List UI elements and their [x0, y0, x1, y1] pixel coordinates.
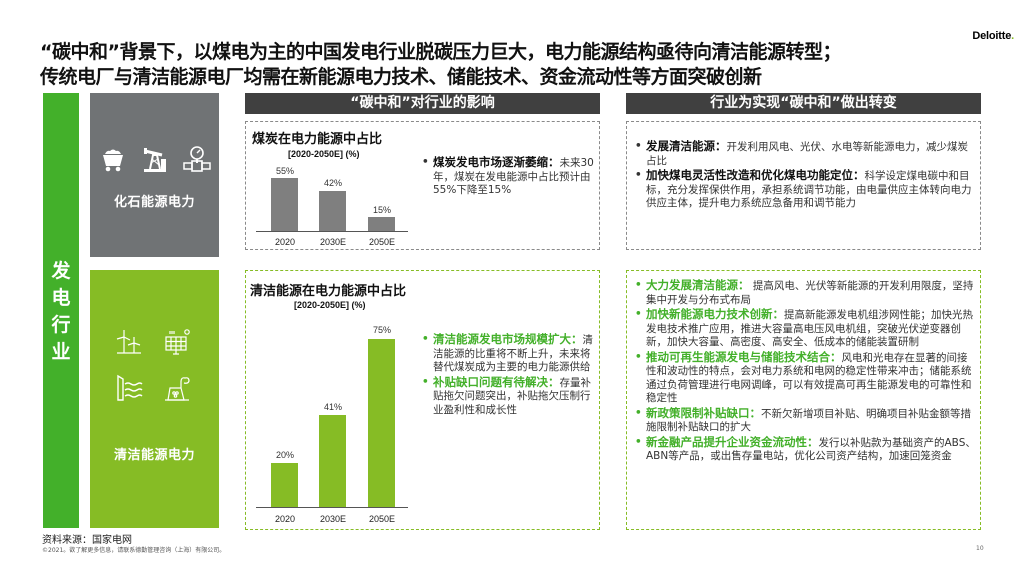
clean-bar-label: 75%: [372, 325, 391, 335]
bullet-head: 加快煤电灵活性改造和优化煤电功能定位：: [646, 168, 865, 182]
bullet-head: 清洁能源发电市场规模扩大：: [433, 332, 583, 346]
bullet-item: 新政策限制补贴缺口：不新欠新增项目补贴、明确项目补贴金额等措施限制补贴缺口的扩大: [635, 405, 977, 435]
logo-text: Deloitte: [972, 30, 1012, 42]
coal-chart-subtitle: [2020-2050E] (%): [288, 149, 360, 159]
coal-bar-2050E: [368, 217, 395, 231]
wind-turbine-icon: [116, 330, 141, 354]
bullet-body: 不新欠新增项目补贴、明确项目补贴金额等措施限制补贴缺口的扩大: [646, 407, 971, 434]
coal-x-axis: [256, 231, 408, 232]
coal-x-tick: 2030E: [319, 237, 347, 247]
clean-icons: [115, 328, 195, 402]
bullet-body: 提高风电、光伏等新能源的开发利用限度，坚持集中开发与分布式布局: [646, 280, 974, 306]
bullet-head: 发展清洁能源：: [646, 139, 727, 153]
page-number: 10: [976, 545, 984, 552]
clean-x-tick: 2030E: [319, 514, 347, 524]
bullet-item: 补贴缺口问题有待解决：存量补贴拖欠问题突出，补贴拖欠压制行业盈利性和成长性: [422, 374, 594, 418]
bullet-body: 清洁能源的比重将不断上升，未来将替代煤炭成为主要的电力能源供给: [433, 334, 593, 373]
fossil-icons: [99, 145, 211, 173]
clean-energy-block: 清洁能源电力: [90, 270, 219, 528]
clean-transform-bullets: 大力发展清洁能源： 提高风电、光伏等新能源的开发利用限度，坚持集中开发与分布式布…: [635, 278, 977, 465]
fossil-energy-block: 化石能源电力: [90, 93, 219, 257]
bullet-body: 风电和光电存在显著的间接性和波动性的特点，会对电力系统和电网的稳定性带来冲击；储…: [646, 351, 972, 405]
clean-transform-box: 大力发展清洁能源： 提高风电、光伏等新能源的开发利用限度，坚持集中开发与分布式布…: [626, 270, 981, 530]
bullet-body: 提高新能源发电机组涉网性能；加快光热发电技术推广应用，推进大容量高电压风电机组，…: [646, 309, 973, 348]
coal-bar-label: 15%: [372, 205, 391, 215]
bullet-item: 清洁能源发电市场规模扩大：清洁能源的比重将不断上升，未来将替代煤炭成为主要的电力…: [422, 332, 594, 375]
coal-chart-title: 煤炭在电力能源中占比: [252, 132, 383, 147]
bullet-item: 大力发展清洁能源： 提高风电、光伏等新能源的开发利用限度，坚持集中开发与分布式布…: [635, 278, 977, 307]
copyright-note: ©2021。欲了解更多信息，请联系德勤管理咨询（上海）有限公司。: [42, 547, 226, 554]
bullet-body: 未来30年，煤炭在发电能源中占比预计由55%下降至15%: [433, 157, 594, 196]
transform-header: 行业为实现“碳中和”做出转变: [626, 93, 981, 114]
clean-energy-label: 清洁能源电力: [113, 448, 195, 463]
sidebar-char: 业: [51, 341, 71, 363]
bullet-head: 新金融产品提升企业资金流动性：: [646, 434, 819, 449]
clean-x-tick: 2050E: [368, 514, 396, 524]
bullet-head: 煤炭发电市场逐渐萎缩：: [433, 155, 560, 169]
clean-x-tick: 2020: [274, 514, 296, 524]
sidebar-label: 发 电 行 业: [43, 258, 79, 366]
sidebar-char: 行: [51, 314, 71, 336]
bullet-body: 发行以补贴款为基础资产的ABS、ABN等产品，或出售存量电站，优化公司资产结构，…: [646, 436, 976, 463]
bullet-head: 大力发展清洁能源：: [646, 278, 750, 292]
fossil-energy-label: 化石能源电力: [113, 195, 195, 210]
coal-cart-icon: [102, 149, 123, 172]
coal-bar-label: 42%: [323, 178, 342, 188]
bullet-body: 科学设定煤电碳中和目标，充分发挥保供作用，承担系统调节功能，由电量供应主体转向电…: [646, 170, 972, 209]
coal-bar-2020: [271, 178, 298, 231]
bullet-body: 开发利用风电、光伏、水电等新能源电力，减少煤炭占比: [646, 141, 968, 167]
bullet-head: 加快新能源电力技术创新：: [646, 307, 784, 321]
clean-chart-title: 清洁能源在电力能源中占比: [250, 284, 407, 299]
bullet-item: 新金融产品提升企业资金流动性：发行以补贴款为基础资产的ABS、ABN等产品，或出…: [635, 434, 977, 464]
clean-bar-2030E: [319, 415, 346, 507]
solar-panel-icon: [164, 329, 190, 355]
title-line-1: “碳中和”背景下，以煤电为主的中国发电行业脱碳压力巨大，电力能源结构亟待向清洁能…: [40, 41, 841, 63]
coal-bar-label: 55%: [275, 166, 294, 176]
clean-impact-bullets: 清洁能源发电市场规模扩大：清洁能源的比重将不断上升，未来将替代煤炭成为主要的电力…: [422, 332, 594, 418]
clean-x-axis: [256, 507, 408, 508]
sidebar-char: 发: [51, 260, 71, 282]
sidebar-char: 电: [51, 287, 71, 309]
coal-bar-2030E: [319, 191, 346, 231]
clean-chart-subtitle: [2020-2050E] (%): [294, 300, 366, 310]
bullet-body: 存量补贴拖欠问题突出，补贴拖欠压制行业盈利性和成长性: [433, 376, 591, 416]
bullet-item: 加快煤电灵活性改造和优化煤电功能定位：科学设定煤电碳中和目标，充分发挥保供作用，…: [635, 168, 977, 211]
fossil-transform-bullets: 发展清洁能源：开发利用风电、光伏、水电等新能源电力，减少煤炭占比 加快煤电灵活性…: [635, 139, 977, 212]
nuclear-plant-icon: [164, 377, 190, 401]
clean-impact-box: 清洁能源在电力能源中占比 [2020-2050E] (%) 20% 41% 75…: [245, 270, 600, 530]
coal-x-tick: 2050E: [368, 237, 396, 247]
bullet-item: 煤炭发电市场逐渐萎缩：未来30年，煤炭在发电能源中占比预计由55%下降至15%: [422, 155, 594, 198]
hydro-dam-icon: [116, 374, 142, 401]
deloitte-logo: Deloitte.: [972, 30, 1014, 42]
bullet-item: 推动可再生能源发电与储能技术结合：风电和光电存在显著的间接性和波动性的特点，会对…: [635, 349, 977, 406]
fossil-transform-box: 发展清洁能源：开发利用风电、光伏、水电等新能源电力，减少煤炭占比 加快煤电灵活性…: [626, 121, 981, 250]
clean-bar-label: 20%: [275, 450, 294, 460]
coal-x-tick: 2020: [274, 237, 296, 247]
clean-bar-2020: [271, 463, 298, 507]
bullet-head: 推动可再生能源发电与储能技术结合：: [646, 349, 842, 364]
bullet-item: 加快新能源电力技术创新：提高新能源发电机组涉网性能；加快光热发电技术推广应用，推…: [635, 307, 977, 350]
title-line-2: 传统电厂与清洁能源电厂均需在新能源电力技术、储能技术、资金流动性等方面突破创新: [40, 66, 762, 88]
source-note: 资料来源：国家电网: [42, 535, 132, 546]
fossil-impact-box: 煤炭在电力能源中占比 [2020-2050E] (%) 55% 42% 15% …: [245, 121, 600, 250]
logo-dot: .: [1011, 30, 1014, 42]
bullet-item: 发展清洁能源：开发利用风电、光伏、水电等新能源电力，减少煤炭占比: [635, 139, 977, 168]
clean-bar-label: 41%: [323, 402, 342, 412]
page-title: “碳中和”背景下，以煤电为主的中国发电行业脱碳压力巨大，电力能源结构亟待向清洁能…: [40, 40, 1000, 90]
fossil-impact-bullets: 煤炭发电市场逐渐萎缩：未来30年，煤炭在发电能源中占比预计由55%下降至15%: [422, 155, 594, 199]
gas-pipe-gauge-icon: [182, 146, 211, 172]
bullet-head: 补贴缺口问题有待解决：: [433, 374, 560, 389]
industry-sidebar: 发 电 行 业: [43, 93, 79, 528]
oil-pump-icon: [143, 148, 166, 172]
bullet-head: 新政策限制补贴缺口：: [646, 405, 761, 420]
clean-bar-2050E: [368, 339, 395, 507]
impact-header: “碳中和”对行业的影响: [245, 93, 600, 114]
